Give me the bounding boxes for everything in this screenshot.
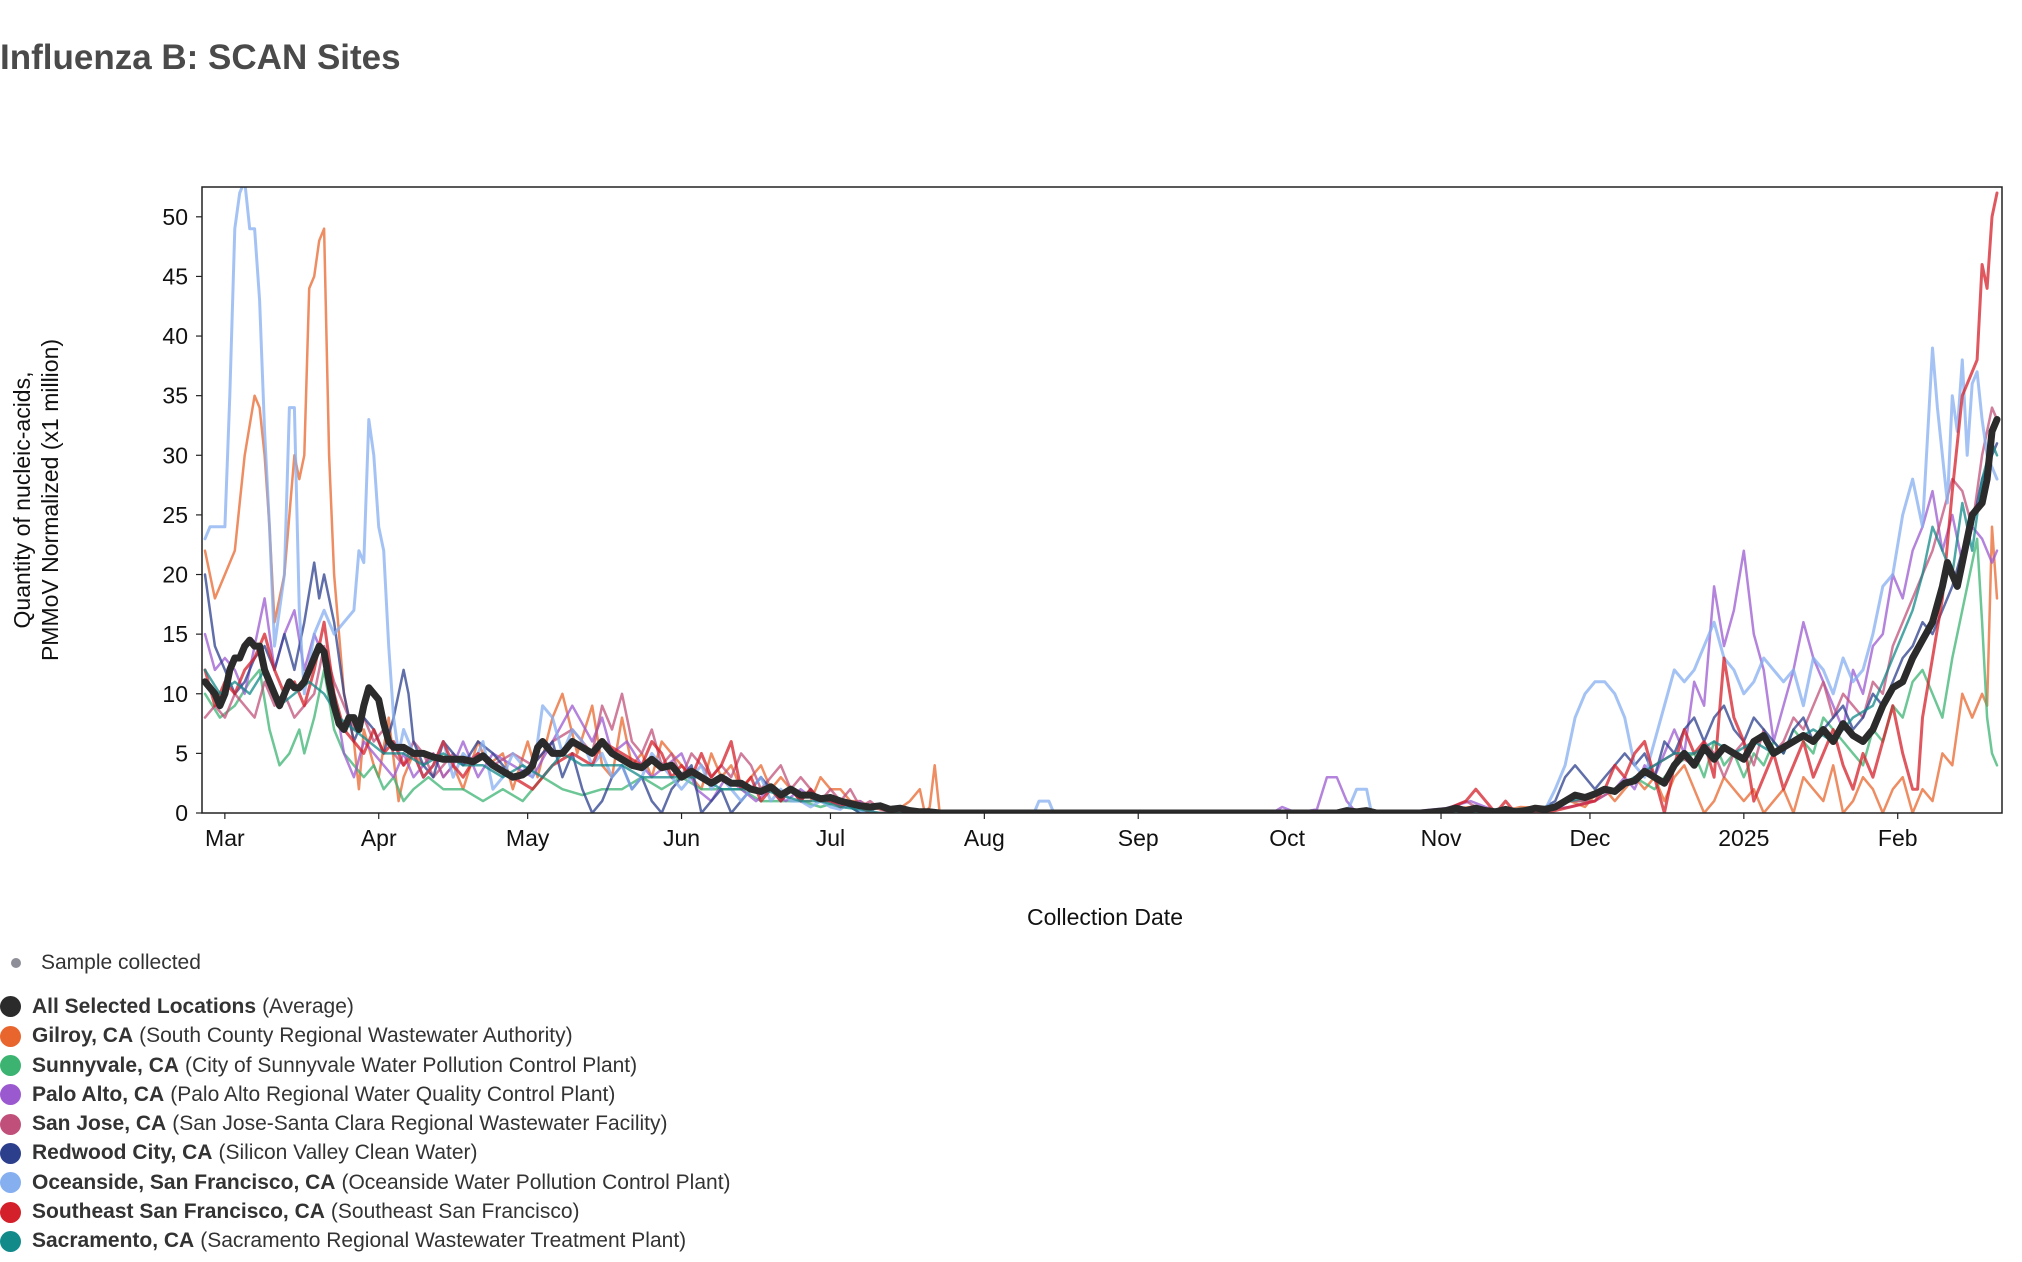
y-tick: 40 bbox=[162, 323, 202, 349]
legend-color-dot-icon bbox=[0, 1142, 21, 1164]
legend-item-description: (Oceanside Water Pollution Control Plant… bbox=[341, 1170, 731, 1194]
x-tick: 2025 bbox=[1718, 813, 1769, 851]
legend-color-dot-icon bbox=[0, 1172, 21, 1194]
legend-item-description: (South County Regional Wastewater Author… bbox=[139, 1024, 573, 1048]
y-tick-label: 40 bbox=[162, 323, 188, 349]
legend-item-name: Gilroy, CA bbox=[32, 1024, 134, 1048]
x-tick-label: Mar bbox=[205, 825, 245, 851]
x-tick: Mar bbox=[205, 813, 245, 851]
x-tick-label: Sep bbox=[1118, 825, 1159, 851]
legend-item-name: San Jose, CA bbox=[32, 1112, 167, 1136]
legend-item-name: Sunnyvale, CA bbox=[32, 1053, 180, 1077]
x-tick: Feb bbox=[1878, 813, 1918, 851]
series-line-all-selected-locations[interactable] bbox=[202, 416, 2001, 814]
y-tick-label: 30 bbox=[162, 442, 188, 468]
legend-item-name: Sacramento, CA bbox=[32, 1229, 195, 1253]
x-tick-label: Nov bbox=[1421, 825, 1462, 851]
x-axis-label: Collection Date bbox=[1027, 904, 1183, 930]
legend-color-dot-icon bbox=[0, 1055, 21, 1077]
y-tick: 30 bbox=[162, 442, 202, 468]
y-tick: 15 bbox=[162, 621, 202, 647]
chart-title: Influenza B: SCAN Sites bbox=[0, 38, 401, 77]
legend-sample-collected[interactable]: Sample collected bbox=[0, 948, 731, 977]
y-tick: 0 bbox=[175, 800, 202, 826]
x-tick-label: May bbox=[506, 825, 550, 851]
x-tick: Aug bbox=[964, 813, 1005, 851]
legend-item-gilroy-ca[interactable]: Gilroy, CA (South County Regional Wastewa… bbox=[0, 1022, 731, 1051]
y-tick-label: 0 bbox=[175, 800, 188, 826]
legend-item-oceanside-san-francisco-ca[interactable]: Oceanside, San Francisco, CA (Oceanside W… bbox=[0, 1168, 731, 1197]
legend-item-description: (Silicon Valley Clean Water) bbox=[218, 1141, 478, 1165]
x-tick-label: Feb bbox=[1878, 825, 1918, 851]
y-tick-label: 15 bbox=[162, 621, 188, 647]
x-tick-label: Jun bbox=[663, 825, 700, 851]
legend-item-palo-alto-ca[interactable]: Palo Alto, CA (Palo Alto Regional Water Q… bbox=[0, 1080, 731, 1109]
x-tick: Nov bbox=[1421, 813, 1462, 851]
series-line-oceanside-san-francisco-ca[interactable] bbox=[203, 181, 1999, 813]
legend-item-description: (Southeast San Francisco) bbox=[330, 1200, 580, 1224]
y-tick: 20 bbox=[162, 562, 202, 588]
y-tick: 5 bbox=[175, 740, 202, 766]
legend-color-dot-icon bbox=[0, 996, 21, 1018]
y-tick: 35 bbox=[162, 383, 202, 409]
legend-color-dot-icon bbox=[0, 1025, 21, 1047]
x-tick-label: Jul bbox=[816, 825, 845, 851]
legend-item-redwood-city-ca[interactable]: Redwood City, CA (Silicon Valley Clean Wa… bbox=[0, 1139, 731, 1168]
legend-item-southeast-san-francisco-ca[interactable]: Southeast San Francisco, CA (Southeast Sa… bbox=[0, 1197, 731, 1226]
y-tick-label: 20 bbox=[162, 562, 188, 588]
series-line-gilroy-ca[interactable] bbox=[203, 227, 1999, 813]
legend-item-description: (Palo Alto Regional Water Quality Contro… bbox=[170, 1082, 616, 1106]
x-tick: Apr bbox=[361, 813, 397, 851]
legend-item-description: (Sacramento Regional Wastewater Treatmen… bbox=[200, 1229, 687, 1253]
x-tick: Dec bbox=[1569, 813, 1610, 851]
legend-item-description: (City of Sunnyvale Water Pollution Contr… bbox=[185, 1053, 638, 1077]
legend-item-name: Palo Alto, CA bbox=[32, 1082, 165, 1106]
x-tick-label: Aug bbox=[964, 825, 1005, 851]
plot-frame bbox=[201, 186, 2003, 814]
y-tick: 25 bbox=[162, 502, 202, 528]
legend-color-dot-icon bbox=[0, 1113, 21, 1135]
x-tick: Jun bbox=[663, 813, 700, 851]
y-tick: 10 bbox=[162, 681, 202, 707]
x-tick: Jul bbox=[816, 813, 845, 851]
legend-color-dot-icon bbox=[0, 1201, 21, 1223]
y-axis-label-line-2: PMMoV Normalized (x1 million) bbox=[37, 339, 63, 661]
series-line-southeast-san-francisco-ca[interactable] bbox=[203, 191, 1999, 813]
legend-item-name: Oceanside, San Francisco, CA bbox=[32, 1170, 336, 1194]
y-tick: 45 bbox=[162, 263, 202, 289]
y-tick-label: 25 bbox=[162, 502, 188, 528]
legend-color-dot-icon bbox=[0, 1084, 21, 1106]
y-tick-label: 50 bbox=[162, 204, 188, 230]
legend-sample-label: Sample collected bbox=[41, 950, 201, 974]
legend-item-san-jose-ca[interactable]: San Jose, CA (San Jose-Santa Clara Region… bbox=[0, 1109, 731, 1138]
legend-item-sacramento-ca[interactable]: Sacramento, CA (Sacramento Regional Waste… bbox=[0, 1227, 731, 1256]
legend-item-name: Southeast San Francisco, CA bbox=[32, 1200, 325, 1224]
legend-items: All Selected Locations (Average) Gilroy, C… bbox=[0, 992, 731, 1256]
legend-color-dot-icon bbox=[0, 1230, 21, 1252]
legend-item-name: Redwood City, CA bbox=[32, 1141, 213, 1165]
x-tick-label: Apr bbox=[361, 825, 397, 851]
y-tick-label: 10 bbox=[162, 681, 188, 707]
legend-item-description: (San Jose-Santa Clara Regional Wastewate… bbox=[172, 1112, 668, 1136]
y-tick: 50 bbox=[162, 204, 202, 230]
legend-item-description: (Average) bbox=[262, 994, 354, 1018]
x-tick-label: 2025 bbox=[1718, 825, 1769, 851]
y-tick-label: 5 bbox=[175, 740, 188, 766]
series-line-sunnyvale-ca[interactable] bbox=[203, 537, 1999, 813]
series-line-palo-alto-ca[interactable] bbox=[203, 489, 1999, 813]
legend-item-sunnyvale-ca[interactable]: Sunnyvale, CA (City of Sunnyvale Water Po… bbox=[0, 1051, 731, 1080]
x-tick: Oct bbox=[1269, 813, 1306, 851]
y-tick-label: 45 bbox=[162, 263, 188, 289]
sample-dot-icon bbox=[11, 957, 21, 968]
legend-item-all-selected-locations[interactable]: All Selected Locations (Average) bbox=[0, 992, 731, 1021]
x-tick: May bbox=[506, 813, 550, 851]
x-tick-label: Dec bbox=[1569, 825, 1610, 851]
legend-item-name: All Selected Locations bbox=[32, 994, 257, 1018]
legend: Sample collected All Selected Locations(… bbox=[0, 948, 731, 1256]
y-tick-label: 35 bbox=[162, 383, 188, 409]
x-tick-label: Oct bbox=[1269, 825, 1305, 851]
y-axis-label-line-1: Quantity of nucleic-acids, bbox=[9, 372, 35, 629]
x-tick: Sep bbox=[1118, 813, 1159, 851]
